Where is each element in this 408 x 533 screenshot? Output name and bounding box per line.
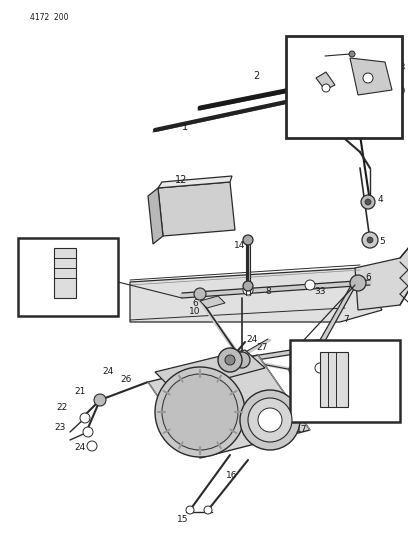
Text: 15: 15 bbox=[177, 515, 189, 524]
Polygon shape bbox=[305, 350, 335, 365]
Polygon shape bbox=[355, 240, 408, 310]
Text: 8: 8 bbox=[265, 287, 271, 296]
Circle shape bbox=[349, 51, 355, 57]
Circle shape bbox=[83, 427, 93, 437]
Text: 13: 13 bbox=[299, 348, 311, 357]
Circle shape bbox=[204, 506, 212, 514]
Bar bbox=[320, 352, 348, 407]
Text: 23: 23 bbox=[54, 424, 66, 432]
Circle shape bbox=[186, 506, 194, 514]
Text: 12: 12 bbox=[175, 175, 187, 185]
Text: 7: 7 bbox=[343, 316, 349, 325]
Bar bbox=[286, 36, 402, 138]
Circle shape bbox=[289, 364, 301, 376]
Text: —: — bbox=[350, 50, 357, 56]
Polygon shape bbox=[350, 58, 392, 95]
Text: 10: 10 bbox=[189, 308, 201, 317]
Circle shape bbox=[234, 352, 250, 368]
Text: 9: 9 bbox=[85, 273, 91, 282]
Circle shape bbox=[362, 232, 378, 248]
Circle shape bbox=[322, 84, 330, 92]
Text: 11: 11 bbox=[262, 374, 274, 383]
Circle shape bbox=[243, 281, 253, 291]
Text: 6: 6 bbox=[365, 273, 371, 282]
Text: 14: 14 bbox=[226, 358, 238, 367]
Circle shape bbox=[310, 340, 326, 356]
Circle shape bbox=[258, 408, 282, 432]
Bar bbox=[18, 238, 118, 316]
Text: 24: 24 bbox=[102, 367, 113, 376]
Polygon shape bbox=[148, 355, 310, 458]
Text: 21: 21 bbox=[74, 387, 86, 397]
Text: 14: 14 bbox=[234, 240, 246, 249]
Bar bbox=[54, 248, 76, 298]
Polygon shape bbox=[148, 188, 163, 244]
Circle shape bbox=[218, 348, 242, 372]
Text: 31: 31 bbox=[308, 76, 319, 85]
Text: 18: 18 bbox=[316, 395, 328, 405]
Text: 19: 19 bbox=[332, 364, 344, 373]
Circle shape bbox=[310, 358, 330, 378]
Text: 33: 33 bbox=[314, 287, 326, 295]
Text: 5: 5 bbox=[379, 238, 385, 246]
Circle shape bbox=[305, 280, 315, 290]
Text: 1: 1 bbox=[182, 122, 188, 132]
Circle shape bbox=[315, 363, 325, 373]
Circle shape bbox=[240, 390, 300, 450]
Text: 27: 27 bbox=[256, 343, 268, 351]
Text: 22: 22 bbox=[56, 403, 68, 413]
Text: 3: 3 bbox=[335, 120, 341, 130]
Circle shape bbox=[225, 355, 235, 365]
Circle shape bbox=[367, 237, 373, 243]
Text: 4: 4 bbox=[377, 196, 383, 205]
Circle shape bbox=[361, 195, 375, 209]
Circle shape bbox=[363, 73, 373, 83]
Circle shape bbox=[80, 413, 90, 423]
Circle shape bbox=[94, 394, 106, 406]
Text: 2: 2 bbox=[253, 71, 259, 81]
Text: 29: 29 bbox=[394, 87, 406, 96]
Polygon shape bbox=[155, 350, 265, 392]
Text: 25: 25 bbox=[290, 387, 302, 397]
Text: 24: 24 bbox=[246, 335, 257, 344]
Polygon shape bbox=[158, 182, 235, 236]
Text: 20: 20 bbox=[312, 348, 324, 357]
Circle shape bbox=[350, 275, 366, 291]
Polygon shape bbox=[200, 296, 225, 308]
Circle shape bbox=[155, 367, 245, 457]
Circle shape bbox=[243, 285, 253, 295]
Circle shape bbox=[365, 199, 371, 205]
Text: 24: 24 bbox=[74, 443, 86, 453]
Circle shape bbox=[248, 398, 292, 442]
Polygon shape bbox=[316, 72, 335, 90]
Text: 6: 6 bbox=[192, 300, 198, 309]
Polygon shape bbox=[158, 176, 232, 188]
Circle shape bbox=[87, 441, 97, 451]
Circle shape bbox=[194, 288, 206, 300]
Text: 26: 26 bbox=[120, 376, 132, 384]
Circle shape bbox=[243, 235, 253, 245]
Text: 10: 10 bbox=[352, 381, 364, 390]
Circle shape bbox=[162, 374, 238, 450]
Polygon shape bbox=[130, 268, 382, 322]
Text: 16: 16 bbox=[226, 472, 238, 481]
Text: 28: 28 bbox=[394, 63, 406, 72]
Text: 17: 17 bbox=[296, 425, 308, 434]
Bar bbox=[290, 340, 400, 422]
Text: 4172  200: 4172 200 bbox=[30, 13, 69, 22]
Text: 30: 30 bbox=[306, 52, 317, 61]
